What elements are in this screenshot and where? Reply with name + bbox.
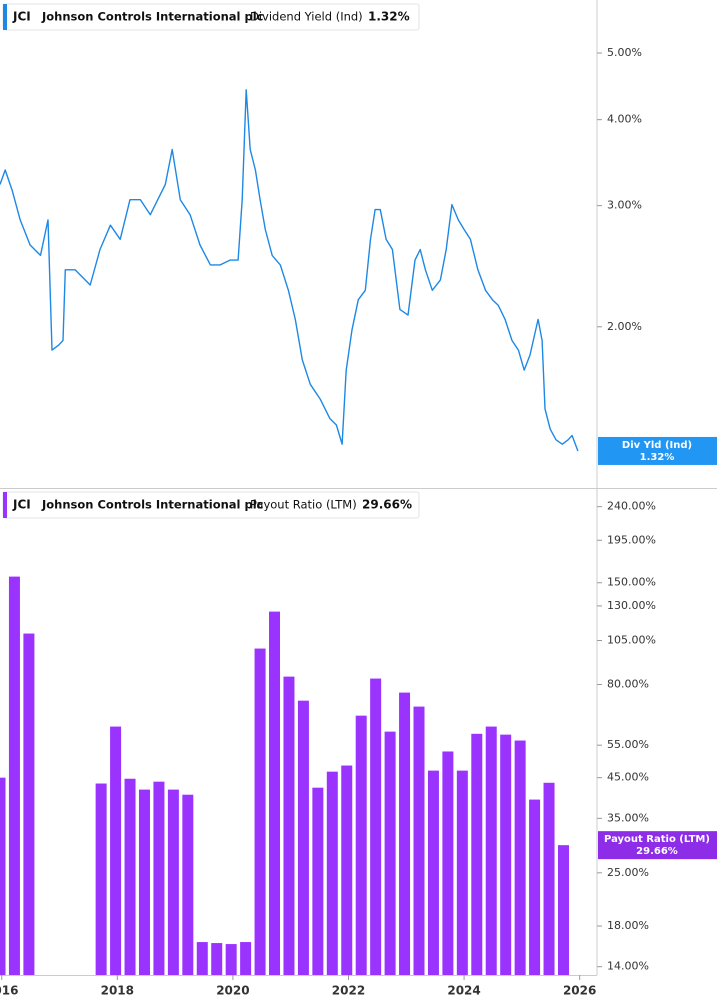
data-line <box>0 89 579 452</box>
y-tick-label: 240.00% <box>607 500 656 513</box>
ticker: JCI <box>12 10 31 24</box>
overlay: 2.00% 3.00% 4.00% 5.00% JCI Johnson Controls … <box>0 3 717 998</box>
y-tick-label: 3.00% <box>607 199 642 212</box>
bar <box>427 770 439 975</box>
flag-value: 29.66% <box>636 846 678 857</box>
plot-area <box>0 576 569 975</box>
x-tick-label: 2018 <box>101 984 134 998</box>
bar <box>529 799 541 975</box>
y-tick-label: 195.00% <box>607 533 656 546</box>
bar <box>442 751 454 975</box>
bar <box>341 765 353 975</box>
bar <box>225 944 237 975</box>
bar <box>138 789 150 975</box>
x-tick-label: 2020 <box>216 984 249 998</box>
y-tick-label: 18.00% <box>607 919 649 932</box>
current-value: 1.32% <box>368 10 410 24</box>
bar <box>456 770 468 975</box>
bar <box>384 731 396 975</box>
current-value: 29.66% <box>362 498 412 512</box>
y-tick-label: 55.00% <box>607 738 649 751</box>
bar <box>254 648 266 975</box>
x-tick-label: 2016 <box>0 984 18 998</box>
bar <box>471 733 483 975</box>
bar <box>355 715 367 975</box>
plot-area <box>0 89 579 452</box>
bar <box>500 734 512 975</box>
flag-label: Payout Ratio (LTM) <box>604 834 710 845</box>
bar <box>413 706 425 975</box>
bar <box>326 771 338 975</box>
metric-name: Dividend Yield (Ind) <box>250 10 363 24</box>
header-accent <box>3 492 7 518</box>
y-tick-label: 14.00% <box>607 960 649 973</box>
ticker: JCI <box>12 498 31 512</box>
bar <box>124 778 136 975</box>
y-tick-label: 105.00% <box>607 633 656 646</box>
bar <box>557 845 569 975</box>
x-tick-label: 2024 <box>447 984 480 998</box>
bar <box>514 740 526 975</box>
y-tick-label: 4.00% <box>607 113 642 126</box>
bar <box>95 783 107 975</box>
bar <box>543 782 555 975</box>
x-tick-label: 2026 <box>563 984 596 998</box>
y-tick-label: 2.00% <box>607 320 642 333</box>
value-flag <box>598 831 717 860</box>
flag-label: Div Yld (Ind) <box>622 440 692 451</box>
bar <box>153 781 165 975</box>
company-name: Johnson Controls International plc <box>41 10 264 24</box>
value-flag <box>598 436 717 465</box>
bar <box>283 676 295 975</box>
header-accent <box>3 4 7 30</box>
bar <box>269 611 281 975</box>
y-tick-label: 80.00% <box>607 678 649 691</box>
y-tick-label: 25.00% <box>607 866 649 879</box>
bar <box>370 678 382 975</box>
y-tick-label: 45.00% <box>607 771 649 784</box>
bar <box>312 787 324 975</box>
bar <box>167 789 179 975</box>
bar <box>485 726 497 975</box>
x-tick-label: 2022 <box>332 984 365 998</box>
bar <box>240 942 252 975</box>
bar <box>196 942 208 975</box>
bar <box>297 700 309 975</box>
bar <box>8 576 20 975</box>
bar <box>211 943 223 975</box>
bar <box>23 633 35 975</box>
bar <box>182 794 194 975</box>
y-tick-label: 130.00% <box>607 599 656 612</box>
bar <box>0 777 6 975</box>
bar <box>110 726 122 975</box>
y-tick-label: 35.00% <box>607 811 649 824</box>
flag-value: 1.32% <box>640 452 675 463</box>
bar <box>399 692 411 975</box>
company-name: Johnson Controls International plc <box>41 498 264 512</box>
metric-name: Payout Ratio (LTM) <box>250 498 357 512</box>
y-tick-label: 150.00% <box>607 576 656 589</box>
y-tick-label: 5.00% <box>607 46 642 59</box>
